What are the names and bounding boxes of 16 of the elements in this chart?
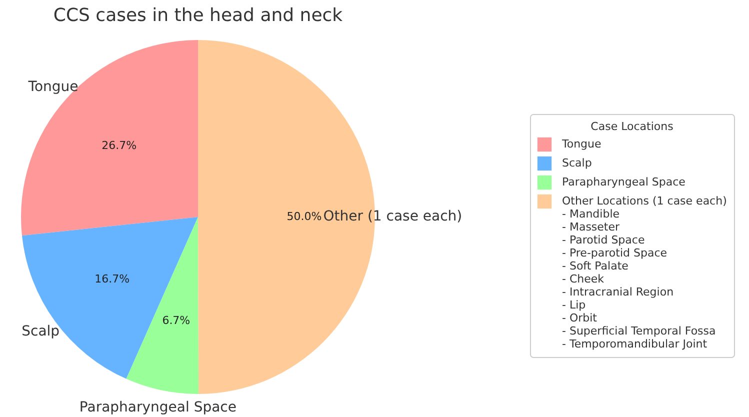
slice-label: Scalp [22, 324, 60, 340]
pie-slice [22, 217, 198, 379]
legend-label: Scalp [562, 156, 592, 170]
pie-slice [21, 40, 198, 236]
text: Other Locations (1 case each) - Mandible - Masseter - Parotid Space - Pre-parotid Space - Soft Palate - Cheek - Intracranial Region - Lip - Orbit - Superficial Temporal Fossa - Temporomandibular Joint [562, 194, 727, 350]
slice-label: Tongue [27, 78, 78, 95]
data-label: 6.7% [162, 314, 190, 327]
data-label: 16.7% [94, 272, 130, 286]
slice-label: Parapharyngeal Space [79, 400, 236, 416]
chart-title: CCS cases in the head and neck [53, 5, 344, 26]
legend-label: Parapharyngeal Space [562, 176, 686, 188]
legend-label: Tongue [561, 138, 602, 150]
data-label: 26.7% [102, 138, 137, 152]
slice-label: Other (1 case each) [323, 208, 462, 225]
legend-title: Case Locations [590, 120, 674, 133]
data-label: 50.0% [286, 210, 322, 223]
